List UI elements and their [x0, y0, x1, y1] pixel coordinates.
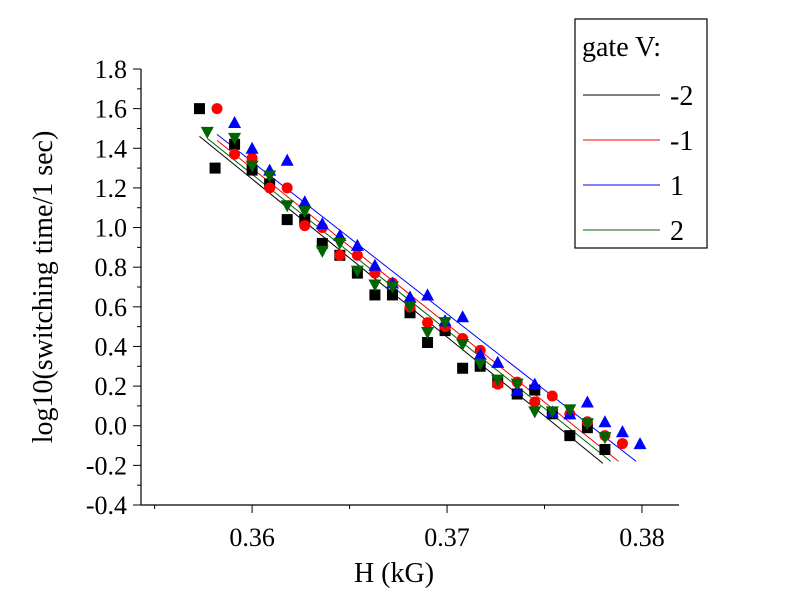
y-tick-label: 1.8 — [95, 55, 128, 84]
legend-items: -2 -1 1 2 — [583, 81, 693, 247]
data-point — [315, 217, 329, 230]
data-point — [598, 415, 612, 428]
data-point — [200, 126, 214, 139]
legend: gate V: -2 -1 1 2 — [574, 18, 708, 249]
x-tick-label: 0.38 — [619, 523, 665, 552]
data-point — [563, 404, 577, 417]
data-point — [491, 374, 505, 387]
y-tick-label: 0.2 — [95, 372, 128, 401]
data-point — [280, 200, 294, 213]
data-point — [281, 214, 293, 226]
data-point — [421, 327, 435, 340]
data-point — [263, 170, 277, 183]
data-point — [616, 438, 628, 450]
data-point — [491, 355, 505, 368]
x-tick-label: 0.36 — [229, 523, 275, 552]
data-point — [633, 437, 647, 450]
data-point — [299, 220, 311, 232]
data-point — [299, 214, 311, 226]
data-point — [385, 281, 399, 294]
data-point — [403, 290, 417, 303]
data-point — [580, 395, 594, 408]
y-tick-label: -0.4 — [86, 491, 127, 520]
data-point — [529, 396, 541, 408]
data-point — [245, 160, 259, 173]
data-point — [281, 182, 293, 194]
y-tick-label: 1.6 — [95, 95, 128, 124]
fit-line — [216, 139, 619, 462]
data-point — [245, 141, 259, 154]
data-point — [368, 258, 382, 271]
y-tick-label: 0.0 — [95, 412, 128, 441]
data-point — [456, 338, 470, 351]
data-point — [229, 148, 241, 160]
data-points — [193, 103, 647, 456]
data-point — [351, 249, 363, 261]
data-point — [316, 237, 328, 249]
y-axis-title: log10(switching time/1 sec) — [28, 131, 59, 444]
legend-label: -2 — [670, 81, 693, 112]
data-point — [350, 238, 364, 251]
data-point — [264, 182, 276, 194]
data-point — [350, 265, 364, 278]
data-point — [421, 288, 435, 301]
y-tick-label: 1.2 — [95, 174, 128, 203]
data-point — [280, 153, 294, 166]
data-point — [334, 249, 346, 261]
data-point — [422, 317, 434, 329]
data-point — [228, 132, 242, 145]
data-point — [298, 206, 312, 219]
legend-title: gate V: — [582, 32, 661, 63]
y-tick-label: -0.2 — [86, 451, 127, 480]
data-point — [598, 432, 612, 445]
data-point — [599, 444, 611, 456]
data-point — [457, 362, 469, 374]
x-axis-title: H (kG) — [354, 558, 434, 589]
data-point — [528, 406, 542, 419]
axes — [133, 68, 679, 513]
data-point — [228, 116, 242, 129]
data-point — [368, 279, 382, 292]
legend-box — [574, 18, 708, 249]
data-point — [615, 425, 629, 438]
data-point — [333, 237, 347, 250]
y-tick-label: 0.8 — [95, 253, 128, 282]
legend-label: -1 — [670, 126, 693, 157]
data-point — [438, 317, 452, 330]
data-point — [386, 289, 398, 301]
data-point — [193, 103, 205, 115]
y-tick-label: 1.4 — [95, 134, 128, 163]
data-point — [528, 377, 542, 390]
data-point — [456, 310, 470, 323]
x-tick-label: 0.37 — [424, 523, 470, 552]
data-point — [209, 162, 221, 174]
data-point — [315, 245, 329, 258]
data-point — [473, 358, 487, 371]
data-point — [298, 195, 312, 208]
data-point — [580, 418, 594, 431]
data-point — [510, 378, 524, 391]
y-tick-label: 1.0 — [95, 214, 128, 243]
y-tick-label: 0.6 — [95, 293, 128, 322]
data-point — [422, 336, 434, 348]
data-point — [529, 384, 541, 396]
fit-line — [199, 135, 604, 464]
data-point — [545, 406, 559, 419]
y-tick-label: 0.4 — [95, 332, 128, 361]
data-point — [473, 347, 487, 360]
tick-labels: -0.4 -0.2 0.0 0.2 0.4 0.6 0.8 1.0 1.2 1.4 1.6 1.8 0.… — [86, 55, 665, 552]
legend-label: 1 — [670, 171, 684, 202]
data-point — [369, 289, 381, 301]
data-point — [211, 103, 223, 115]
legend-label: 2 — [670, 216, 684, 247]
data-point — [546, 390, 558, 402]
data-point — [403, 301, 417, 314]
data-point — [564, 430, 576, 442]
